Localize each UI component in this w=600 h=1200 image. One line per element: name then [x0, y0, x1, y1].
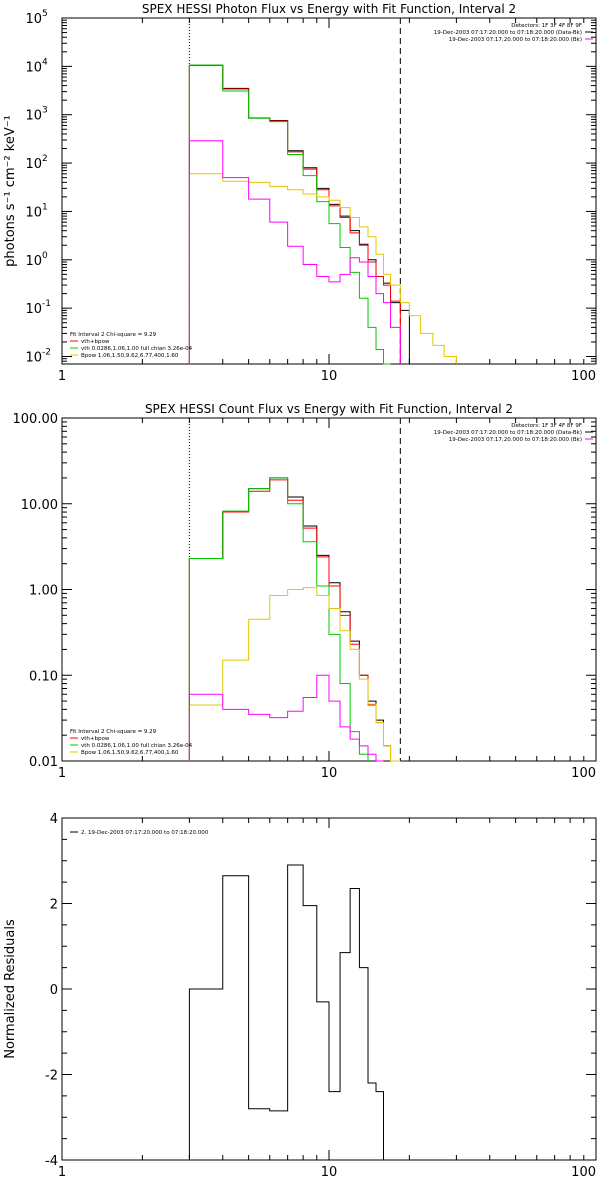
x-tick-label: 10: [321, 1165, 338, 1180]
y-axis-label: photons s⁻¹ cm⁻² keV⁻¹: [3, 115, 18, 267]
series-bpow: [188, 173, 457, 364]
series-total: [188, 64, 401, 364]
y-tick-label: 0: [50, 983, 58, 998]
legend-left-text: vth 0.0286,1.06,1.00 full chian 3.26e-04: [81, 346, 193, 352]
count-flux-panel: SPEX HESSI Count Flux vs Energy with Fit…: [13, 402, 597, 781]
plot-frame: [61, 817, 597, 1161]
chart-title: SPEX HESSI Count Flux vs Energy with Fit…: [145, 402, 513, 416]
legend-right-text: 19-Dec-2003 07:17:20.000 to 07:18:20.000…: [449, 437, 582, 443]
series-bpow: [188, 587, 401, 762]
x-tick-label: 1: [58, 1165, 66, 1180]
y-axis-label: Normalized Residuals: [3, 919, 18, 1059]
legend-right-text: 19-Dec-2003 07:17:20.000 to 07:18:20.000…: [434, 30, 582, 36]
x-tick-label: 100: [571, 1165, 596, 1180]
y-tick-label: 10: [25, 302, 42, 317]
y-tick-exponent: 5: [42, 9, 48, 19]
series-data: [188, 864, 384, 1160]
y-tick-label: 10: [25, 60, 42, 75]
y-tick-exponent: -2: [42, 348, 51, 358]
x-tick-label: 10: [321, 766, 338, 781]
y-tick-label: 10: [25, 12, 42, 27]
y-tick-exponent: 4: [42, 57, 48, 67]
x-tick-label: 1: [58, 766, 66, 781]
legend-left-text: Bpow 1.06,1.50,9.62,6.77,400,1.60: [81, 353, 179, 359]
legend-left-text: Fit Interval 2 Chi-square = 9.29: [70, 332, 157, 338]
residuals-panel: 1 10 100 -4 -2 0 2 4 Normalized Residuals 2. 19-D…: [3, 812, 597, 1180]
legend-left-text: vth+bpow: [81, 339, 110, 345]
x-tick-label: 1: [58, 369, 66, 384]
series-data: [188, 64, 410, 364]
x-tick-label: 100: [571, 369, 596, 384]
y-tick-label: 10: [25, 205, 42, 220]
y-tick-exponent: 1: [42, 202, 48, 212]
y-tick-label: 10.00: [21, 498, 58, 513]
photon-flux-panel: SPEX HESSI Photon Flux vs Energy with Fi…: [3, 2, 597, 384]
legend-right-text: Detectors: 1F 3F 4F 8F 9F: [511, 423, 582, 429]
series-bk: [188, 140, 401, 364]
legend-right-text: Detectors: 1F 3F 4F 8F 9F: [511, 23, 582, 29]
y-tick-label: 0.01: [29, 755, 58, 770]
y-tick-label: 100.00: [13, 412, 59, 427]
y-tick-exponent: -1: [42, 299, 51, 309]
legend-right-text: 19-Dec-2003 07:17:20.000 to 07:18:20.000…: [449, 37, 582, 43]
y-tick-label: 2: [50, 898, 58, 913]
legend-left-text: vth 0.0286,1.06,1.00 full chian 3.26e-04: [81, 743, 193, 749]
y-tick-exponent: 2: [42, 154, 48, 164]
x-tick-label: 100: [571, 766, 596, 781]
legend-right-text: 19-Dec-2003 07:17:20.000 to 07:18:20.000…: [434, 430, 582, 436]
y-tick-label: -4: [45, 1154, 58, 1169]
series-total: [188, 479, 392, 761]
y-tick-label: 10: [25, 351, 42, 366]
legend-left-text: 2. 19-Dec-2003 07:17:20.000 to 07:18:20.…: [81, 830, 209, 836]
series-data: [188, 477, 392, 761]
y-tick-label: -2: [45, 1069, 58, 1084]
series-vth: [188, 64, 391, 365]
y-tick-exponent: 0: [42, 251, 48, 261]
y-tick-label: 10: [25, 109, 42, 124]
y-tick-exponent: 3: [42, 106, 48, 116]
chart-title: SPEX HESSI Photon Flux vs Energy with Fi…: [142, 2, 516, 16]
legend-left-text: Bpow 1.06,1.50,9.62,6.77,400,1.60: [81, 750, 179, 756]
legend-left-text: Fit Interval 2 Chi-square = 9.29: [70, 729, 157, 735]
y-tick-label: 1.00: [29, 584, 58, 599]
y-tick-label: 10: [25, 157, 42, 172]
series-vth: [188, 477, 369, 761]
y-tick-label: 0.10: [29, 669, 58, 684]
y-tick-label: 10: [25, 254, 42, 269]
x-tick-label: 10: [321, 369, 338, 384]
series-bk: [188, 674, 384, 762]
legend-left-text: vth+bpow: [81, 736, 110, 742]
y-tick-label: 4: [50, 812, 58, 827]
